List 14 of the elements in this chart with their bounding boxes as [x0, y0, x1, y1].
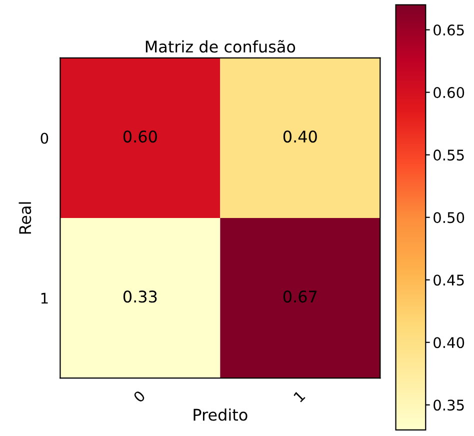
color-bar-label: 0.45: [434, 274, 464, 286]
color-bar-label: 0.65: [434, 24, 464, 36]
color-bar-label: 0.50: [434, 212, 464, 224]
data-label: 0.40: [283, 130, 317, 143]
data-label: 0.33: [123, 290, 157, 303]
data-label: 0.67: [283, 290, 317, 303]
chart-title: Matriz de confusão: [146, 40, 296, 53]
color-bar-label: 0.60: [434, 87, 464, 98]
y-axis-title: Real: [18, 202, 32, 234]
x-axis-title: Predito: [194, 408, 248, 421]
color-bar-label: 0.35: [434, 400, 464, 411]
data-label: 0.60: [123, 130, 157, 143]
color-bar-label: 0.55: [434, 150, 464, 161]
color-bar-label: 0.40: [434, 337, 464, 348]
